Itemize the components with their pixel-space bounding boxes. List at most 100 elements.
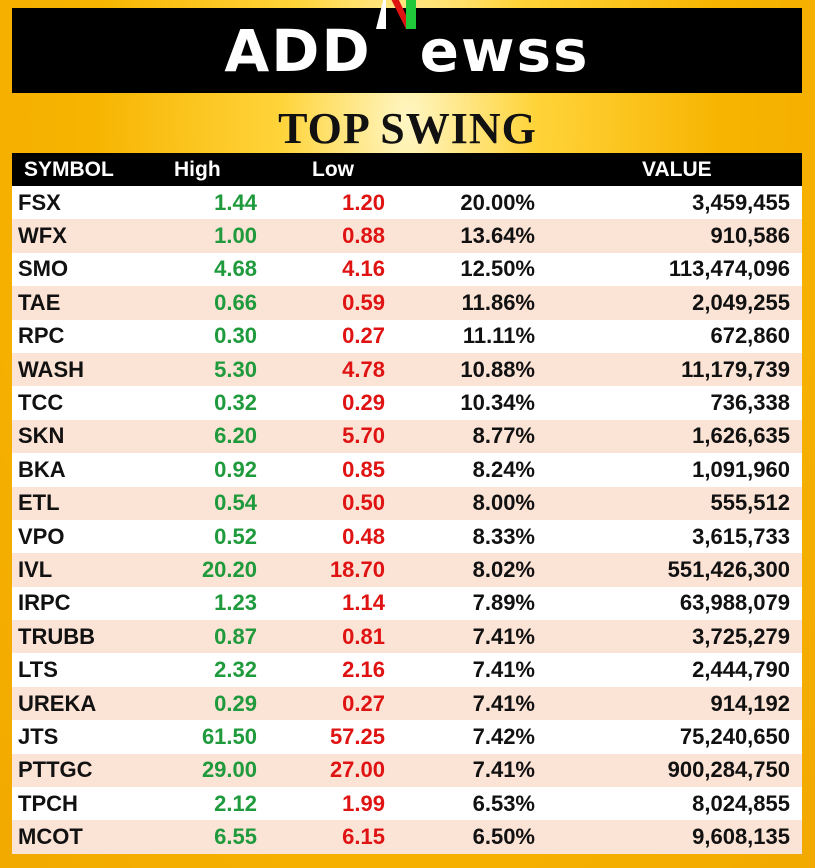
cell-pct: 10.34% bbox=[460, 390, 535, 416]
cell-symbol: TCC bbox=[18, 390, 64, 416]
cell-pct: 8.02% bbox=[472, 556, 535, 582]
cell-high: 0.52 bbox=[214, 523, 257, 549]
cell-low: 0.59 bbox=[342, 289, 385, 315]
cell-symbol: IRPC bbox=[18, 590, 71, 616]
table-row: TRUBB 0.87 0.81 7.41% 3,725,279 bbox=[12, 620, 802, 654]
cell-high: 0.92 bbox=[214, 456, 257, 482]
cell-low: 5.70 bbox=[342, 423, 385, 449]
cell-symbol: IVL bbox=[18, 556, 53, 582]
cell-low: 0.85 bbox=[342, 456, 385, 482]
cell-pct: 8.24% bbox=[472, 456, 535, 482]
cell-symbol: TPCH bbox=[18, 790, 78, 816]
cell-symbol: MCOT bbox=[18, 824, 83, 850]
table-row: WASH 5.30 4.78 10.88% 11,179,739 bbox=[12, 352, 802, 387]
cell-low: 2.16 bbox=[342, 657, 385, 683]
cell-pct: 6.50% bbox=[472, 824, 535, 850]
cell-pct: 11.11% bbox=[462, 323, 535, 349]
cell-low: 1.99 bbox=[342, 790, 385, 816]
cell-value: 1,091,960 bbox=[692, 456, 790, 482]
cell-pct: 13.64% bbox=[460, 223, 535, 249]
cell-value: 3,459,455 bbox=[692, 189, 790, 215]
cell-low: 0.48 bbox=[342, 523, 385, 549]
table-row: SMO 4.68 4.16 12.50% 113,474,096 bbox=[12, 252, 802, 287]
cell-pct: 7.41% bbox=[472, 623, 535, 649]
header-low: Low bbox=[312, 157, 354, 181]
brand-banner: ADD ewss bbox=[12, 0, 802, 93]
cell-high: 1.44 bbox=[214, 189, 257, 215]
table-row: FSX 1.44 1.20 20.00% 3,459,455 bbox=[12, 186, 802, 220]
cell-symbol: UREKA bbox=[18, 690, 97, 716]
cell-low: 4.16 bbox=[342, 256, 385, 282]
cell-low: 0.88 bbox=[342, 223, 385, 249]
cell-value: 736,338 bbox=[710, 390, 790, 416]
cell-high: 4.68 bbox=[214, 256, 257, 282]
cell-symbol: RPC bbox=[18, 323, 65, 349]
cell-pct: 7.41% bbox=[472, 757, 535, 783]
cell-value: 672,860 bbox=[710, 323, 790, 349]
cell-symbol: PTTGC bbox=[18, 757, 93, 783]
cell-low: 57.25 bbox=[329, 723, 385, 749]
cell-high: 61.50 bbox=[201, 723, 257, 749]
table-row: UREKA 0.29 0.27 7.41% 914,192 bbox=[12, 686, 802, 721]
cell-high: 2.32 bbox=[214, 657, 257, 683]
table-row: IVL 20.20 18.70 8.02% 551,426,300 bbox=[12, 553, 802, 587]
cell-pct: 7.41% bbox=[472, 657, 535, 683]
cell-low: 0.29 bbox=[342, 390, 385, 416]
table-row: MCOT 6.55 6.15 6.50% 9,608,135 bbox=[12, 820, 802, 854]
cell-value: 910,586 bbox=[710, 223, 790, 249]
cell-symbol: WASH bbox=[18, 356, 84, 382]
cell-high: 6.55 bbox=[214, 824, 257, 850]
cell-low: 1.20 bbox=[342, 189, 385, 215]
cell-high: 20.20 bbox=[201, 556, 257, 582]
cell-value: 75,240,650 bbox=[679, 723, 790, 749]
table-row: VPO 0.52 0.48 8.33% 3,615,733 bbox=[12, 519, 802, 554]
cell-low: 6.15 bbox=[342, 824, 385, 850]
cell-high: 0.87 bbox=[214, 623, 257, 649]
cell-value: 113,474,096 bbox=[668, 256, 790, 282]
cell-low: 1.14 bbox=[342, 590, 385, 616]
brand-logo: ADD ewss bbox=[224, 0, 589, 85]
cell-symbol: TAE bbox=[18, 289, 61, 315]
table-row: JTS 61.50 57.25 7.42% 75,240,650 bbox=[12, 720, 802, 754]
cell-value: 63,988,079 bbox=[679, 590, 790, 616]
cell-low: 4.78 bbox=[342, 356, 385, 382]
cell-high: 1.23 bbox=[214, 590, 257, 616]
cell-high: 0.29 bbox=[214, 690, 257, 716]
cell-symbol: ETL bbox=[18, 490, 60, 516]
page-title: TOP SWING bbox=[278, 104, 537, 153]
header-symbol: SYMBOL bbox=[24, 157, 114, 181]
cell-symbol: VPO bbox=[18, 523, 65, 549]
cell-high: 5.30 bbox=[214, 356, 257, 382]
cell-pct: 8.00% bbox=[472, 490, 535, 516]
table-row: TCC 0.32 0.29 10.34% 736,338 bbox=[12, 386, 802, 420]
cell-high: 0.66 bbox=[214, 289, 257, 315]
table-row: PTTGC 29.00 27.00 7.41% 900,284,750 bbox=[12, 753, 802, 788]
cell-high: 29.00 bbox=[201, 757, 257, 783]
brand-logo-n-icon bbox=[374, 0, 418, 71]
cell-pct: 20.00% bbox=[460, 189, 535, 215]
cell-value: 2,049,255 bbox=[692, 289, 790, 315]
cell-symbol: SKN bbox=[18, 423, 65, 449]
cell-value: 551,426,300 bbox=[667, 556, 790, 582]
cell-value: 900,284,750 bbox=[667, 757, 790, 783]
cell-symbol: SMO bbox=[18, 256, 69, 282]
cell-low: 0.27 bbox=[342, 323, 385, 349]
cell-pct: 7.89% bbox=[472, 590, 535, 616]
cell-symbol: TRUBB bbox=[18, 623, 95, 649]
cell-pct: 8.77% bbox=[472, 423, 535, 449]
cell-high: 6.20 bbox=[214, 423, 257, 449]
header-value: VALUE bbox=[642, 157, 712, 181]
brand-logo-left: ADD bbox=[224, 17, 372, 85]
cell-low: 0.27 bbox=[342, 690, 385, 716]
cell-value: 555,512 bbox=[710, 490, 790, 516]
cell-high: 2.12 bbox=[214, 790, 257, 816]
cell-pct: 8.33% bbox=[472, 523, 535, 549]
cell-pct: 7.41% bbox=[472, 690, 535, 716]
cell-low: 27.00 bbox=[329, 757, 385, 783]
table-row: LTS 2.32 2.16 7.41% 2,444,790 bbox=[12, 653, 802, 687]
cell-high: 1.00 bbox=[214, 223, 257, 249]
cell-value: 914,192 bbox=[710, 690, 790, 716]
cell-symbol: FSX bbox=[18, 189, 61, 215]
table-row: IRPC 1.23 1.14 7.89% 63,988,079 bbox=[12, 586, 802, 621]
cell-pct: 11.86% bbox=[461, 289, 535, 315]
